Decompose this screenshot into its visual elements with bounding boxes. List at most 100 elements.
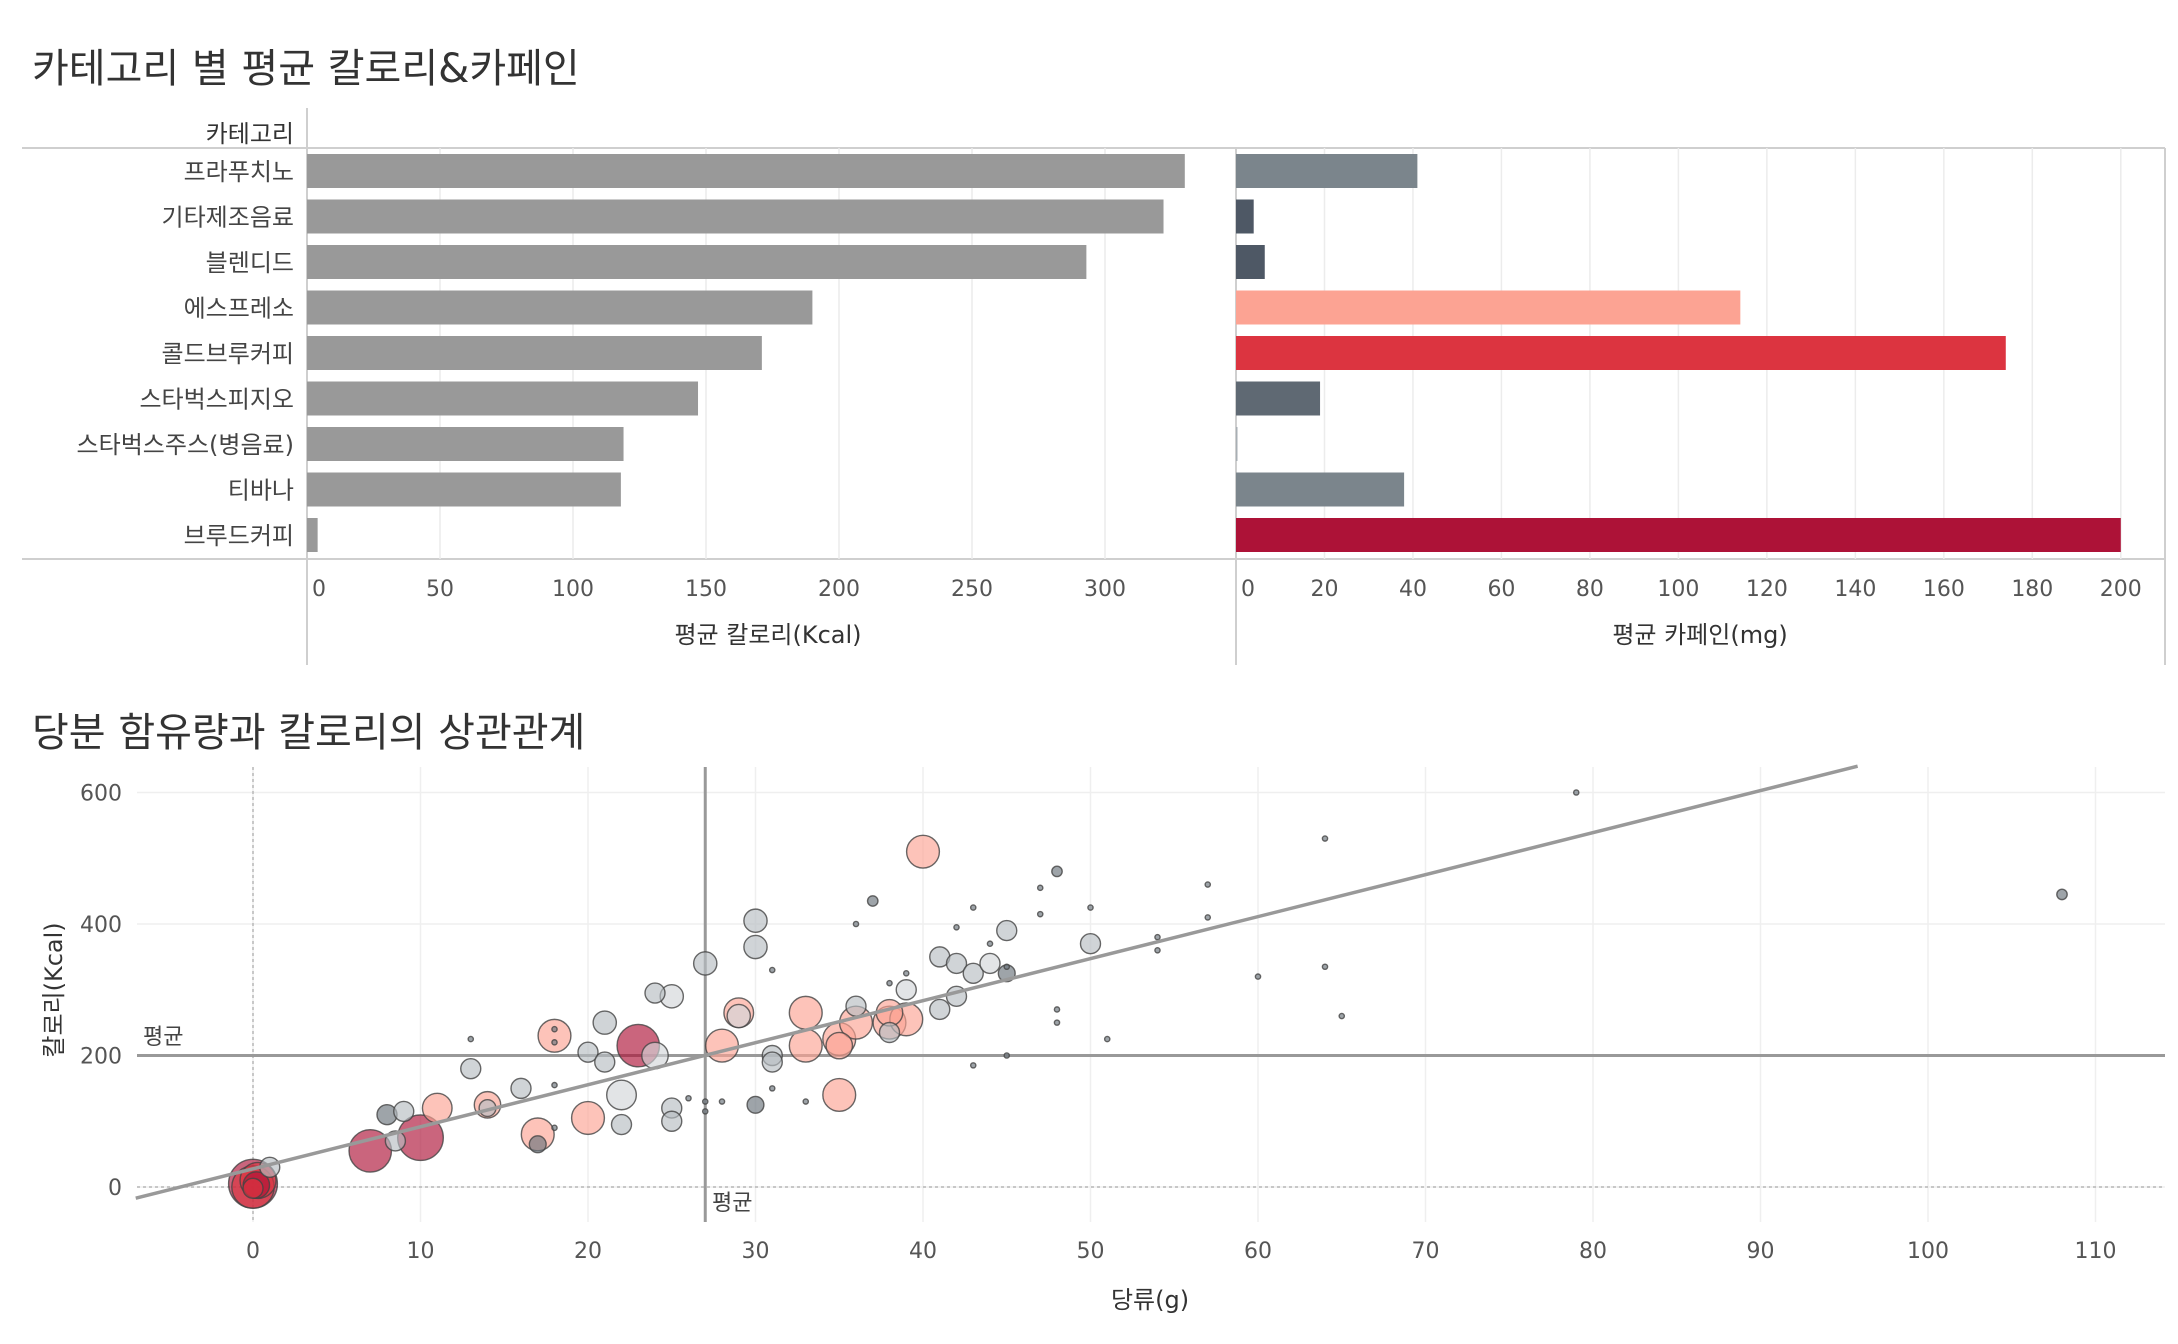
scatter-point — [761, 1051, 783, 1073]
scatter-point — [1079, 933, 1102, 955]
scatter-point — [1154, 947, 1161, 954]
caffeine-tick-label: 160 — [1923, 577, 1965, 602]
scatter-point — [685, 1094, 692, 1102]
scatter-point — [768, 966, 776, 974]
caffeine-bar — [1236, 290, 1741, 325]
dashboard-title-sugar-correlation: 당분 함유량과 칼로리의 상관관계 — [32, 710, 586, 756]
scatter-point — [1254, 973, 1262, 980]
scatter-point — [692, 951, 718, 976]
caffeine-bar — [1236, 199, 1254, 234]
category-label: 스타벅스주스(병음료) — [77, 431, 294, 459]
caffeine-tick-label: 20 — [1310, 577, 1338, 602]
scatter-x-tick-label: 0 — [246, 1239, 260, 1264]
scatter-point — [551, 1025, 558, 1033]
scatter-point — [1053, 1019, 1061, 1026]
scatter-x-tick-label: 50 — [1077, 1239, 1105, 1264]
calorie-bar — [307, 472, 621, 507]
scatter-point — [551, 1124, 558, 1132]
scatter-point — [969, 1062, 977, 1069]
scatter-point — [895, 979, 917, 1001]
scatter-y-tick-label: 600 — [80, 782, 122, 807]
scatter-point — [866, 895, 879, 907]
caffeine-bar — [1236, 427, 1238, 461]
scatter-point — [528, 1135, 547, 1154]
scatter-point — [986, 940, 994, 948]
caffeine-tick-label: 60 — [1487, 577, 1515, 602]
scatter-point — [701, 1098, 709, 1105]
scatter-point — [1321, 835, 1329, 842]
calorie-bar — [307, 290, 813, 325]
scatter-point — [902, 970, 910, 977]
caffeine-tick-label: 80 — [1576, 577, 1604, 602]
scatter-point — [606, 1079, 638, 1111]
scatter-y-tick-label: 200 — [80, 1045, 122, 1070]
calorie-bar — [307, 154, 1185, 188]
calorie-tick-label: 300 — [1084, 577, 1126, 602]
calorie-tick-label: 0 — [312, 577, 326, 602]
scatter-point — [825, 1031, 854, 1060]
scatter-point — [510, 1077, 532, 1100]
scatter-point — [1003, 1052, 1011, 1059]
scatter-point — [929, 998, 951, 1021]
caffeine-tick-label: 120 — [1746, 577, 1788, 602]
category-label: 티바나 — [228, 477, 294, 505]
scatter-point — [852, 920, 860, 928]
calorie-tick-label: 100 — [552, 577, 594, 602]
scatter-point — [969, 904, 977, 911]
scatter-point — [1087, 904, 1094, 911]
scatter-point — [746, 1095, 765, 1114]
caffeine-tick-label: 200 — [2100, 577, 2142, 602]
scatter-point — [661, 1110, 683, 1132]
scatter-point — [460, 1057, 482, 1080]
scatter-point — [743, 934, 768, 960]
scatter-point — [570, 1100, 606, 1136]
scatter-point — [788, 995, 823, 1030]
caffeine-bar — [1236, 518, 2121, 552]
scatter-point — [551, 1039, 558, 1046]
calorie-tick-label: 250 — [951, 577, 993, 602]
caffeine-tick-label: 100 — [1657, 577, 1699, 602]
scatter-point — [743, 908, 768, 934]
row-header-label: 카테고리 — [206, 120, 294, 148]
scatter-x-tick-label: 70 — [1412, 1239, 1440, 1264]
caffeine-bar — [1236, 472, 1405, 507]
calorie-tick-label: 50 — [426, 577, 454, 602]
scatter-point — [1572, 789, 1580, 796]
scatter-point — [592, 1010, 618, 1035]
scatter-point — [996, 919, 1018, 942]
scatter-x-tick-label: 110 — [2075, 1239, 2117, 1264]
scatter-point — [704, 1028, 740, 1063]
scatter-point — [768, 1085, 776, 1092]
calorie-tick-label: 200 — [818, 577, 860, 602]
scatter-point — [1154, 933, 1161, 941]
scatter-x-tick-label: 90 — [1747, 1239, 1775, 1264]
category-label: 콜드브루커피 — [162, 340, 294, 368]
scatter-y-tick-label: 0 — [108, 1176, 122, 1201]
scatter-point — [953, 923, 960, 931]
calorie-bar — [307, 199, 1164, 234]
category-label: 에스프레소 — [184, 295, 294, 323]
scatter-point — [1204, 881, 1212, 888]
scatter-y-axis-title: 칼로리(Kcal) — [40, 922, 68, 1057]
category-label: 프라푸치노 — [184, 158, 294, 186]
category-label: 스타벅스피지오 — [139, 386, 294, 414]
scatter-point — [1053, 1006, 1061, 1013]
scatter-x-tick-label: 80 — [1579, 1239, 1607, 1264]
scatter-x-tick-label: 10 — [407, 1239, 435, 1264]
category-label: 블렌디드 — [206, 249, 294, 277]
scatter-x-tick-label: 30 — [742, 1239, 770, 1264]
scatter-x-tick-label: 60 — [1244, 1239, 1272, 1264]
caffeine-bar — [1236, 154, 1418, 188]
scatter-point — [1321, 963, 1329, 971]
calorie-bar — [307, 381, 699, 416]
scatter-point — [726, 1003, 752, 1029]
scatter-point — [886, 979, 893, 987]
scatter-point — [822, 1077, 857, 1113]
scatter-point — [644, 982, 666, 1004]
scatter-point — [802, 1098, 810, 1105]
calorie-bar — [307, 518, 318, 552]
x-mean-label: 평균 — [712, 1191, 752, 1216]
scatter-point — [537, 1018, 572, 1053]
